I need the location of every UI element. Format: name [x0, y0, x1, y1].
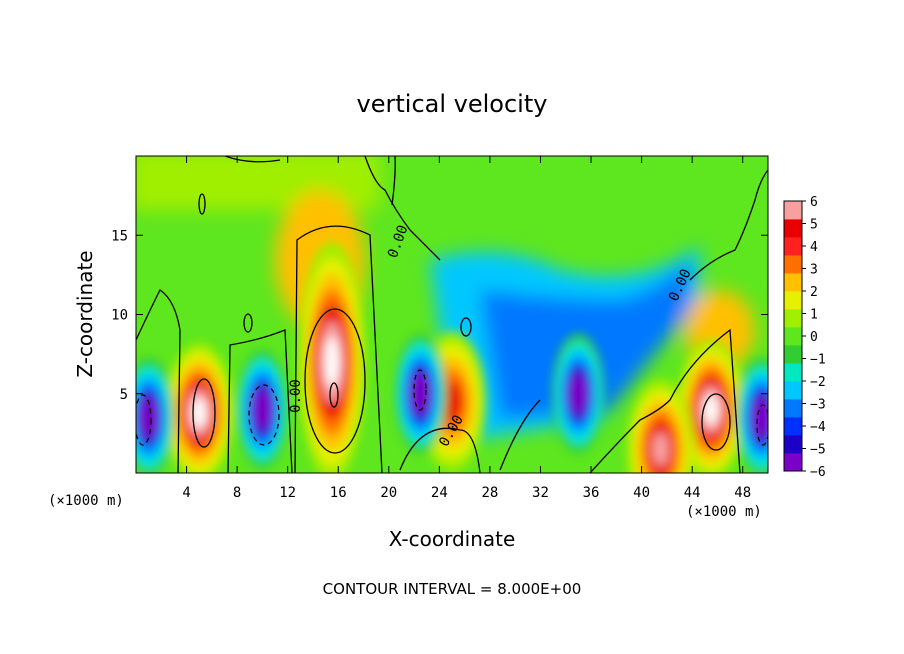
- contour-line: [248, 384, 280, 446]
- contour-line: [294, 225, 383, 473]
- colorbar-tick-label: −5: [810, 443, 826, 458]
- colorbar-swatch: [784, 417, 802, 436]
- x-tick-label: 36: [583, 485, 600, 501]
- contour-interval-note: CONTOUR INTERVAL = 8.000E+00: [323, 580, 582, 598]
- velocity-field: 0.00 0.00 0.00 0.00: [136, 156, 768, 473]
- colorbar-swatch: [784, 345, 802, 364]
- contour-line: [227, 329, 293, 473]
- negative-contours: [136, 369, 768, 446]
- y-tick-label: 5: [120, 387, 128, 403]
- x-axis: 4 8 12 16 20 24 28 32 36 40 44 48: [182, 156, 751, 501]
- x-tick-label: 28: [481, 485, 498, 501]
- contour-line: [399, 427, 481, 473]
- velocity-level: [324, 336, 340, 388]
- y-axis: 5 10 15: [111, 228, 768, 403]
- contour-line: [499, 399, 541, 471]
- colorbar-swatch: [784, 201, 802, 220]
- colorbar-tick-label: −2: [810, 375, 826, 390]
- colorbar-tick-label: −4: [810, 420, 826, 435]
- colorbar-tick-label: 2: [810, 285, 818, 300]
- x-tick-label: 32: [532, 485, 549, 501]
- contour-line: [304, 308, 366, 454]
- colorbar: 6 5 4 3 2 1 0 −1 −2 −3 −4 −5 −6: [783, 195, 826, 480]
- x-tick-label: 4: [182, 485, 190, 501]
- contour-line: [136, 394, 152, 446]
- colorbar-swatch: [784, 273, 802, 292]
- colorbar-swatch: [784, 399, 802, 418]
- contour-line: [192, 378, 216, 448]
- x-tick-label: 20: [380, 485, 397, 501]
- velocity-level: [192, 398, 207, 428]
- velocity-level: [703, 394, 719, 425]
- x-tick-label: 48: [734, 485, 751, 501]
- contour-line: [243, 313, 253, 333]
- colorbar-swatch: [784, 255, 802, 274]
- contour-line: [413, 369, 427, 411]
- colorbar-swatch: [784, 309, 802, 328]
- x-tick-label: 12: [279, 485, 296, 501]
- velocity-level: [652, 432, 669, 467]
- colorbar-tick-label: 6: [810, 195, 818, 210]
- colorbar-tick-label: −1: [810, 353, 826, 368]
- colorbar-tick-label: −6: [810, 465, 826, 480]
- x-tick-label: 40: [633, 485, 650, 501]
- contour-line: [756, 404, 768, 446]
- velocity-level: [442, 381, 462, 422]
- colorbar-swatch: [784, 219, 802, 238]
- colorbar-tick-label: 1: [810, 308, 818, 323]
- y-tick-label: 15: [111, 228, 128, 244]
- x-tick-label: 8: [233, 485, 241, 501]
- contour-line: [460, 317, 472, 337]
- colorbar-swatch: [784, 453, 802, 472]
- x-axis-label: X-coordinate: [389, 527, 516, 551]
- colorbar-tick-label: −3: [810, 398, 826, 413]
- y-axis-label: Z-coordinate: [73, 250, 97, 377]
- contour-line: [329, 382, 339, 408]
- x-tick-label: 16: [330, 485, 347, 501]
- velocity-level: [572, 381, 584, 407]
- contour-line: [589, 328, 741, 473]
- colorbar-tick-label: 3: [810, 263, 818, 278]
- contour-lines: [136, 156, 768, 473]
- colorbar-tick-label: 5: [810, 218, 818, 233]
- colorbar-swatch: [784, 237, 802, 256]
- y-tick-label: 10: [111, 308, 128, 324]
- colorbar-swatch: [784, 327, 802, 346]
- colorbar-swatch: [784, 381, 802, 400]
- x-tick-label: 44: [684, 485, 701, 501]
- convective-cells: [136, 242, 768, 473]
- velocity-level: [756, 404, 768, 431]
- colorbar-swatch: [784, 291, 802, 310]
- contour-line: [391, 156, 396, 206]
- colorbar-tick-label: 0: [810, 330, 818, 345]
- colorbar-swatch: [784, 435, 802, 454]
- contour-line: [224, 156, 281, 163]
- contour-line: [198, 193, 206, 215]
- x-tick-label: 24: [431, 485, 448, 501]
- x-unit-label-right: (×1000 m): [686, 504, 762, 520]
- x-unit-label-left: (×1000 m): [48, 493, 124, 509]
- contour-label: 0.00: [288, 379, 304, 413]
- contour-line: [136, 289, 181, 473]
- colorbar-tick-label: 4: [810, 240, 818, 255]
- velocity-level: [414, 381, 426, 407]
- colorbar-swatch: [784, 363, 802, 382]
- contour-line: [701, 393, 731, 451]
- chart-title: vertical velocity: [357, 90, 548, 118]
- contour-line: [689, 169, 768, 281]
- velocity-level: [256, 396, 268, 423]
- velocity-level: [143, 404, 155, 431]
- contour-line: [364, 156, 441, 261]
